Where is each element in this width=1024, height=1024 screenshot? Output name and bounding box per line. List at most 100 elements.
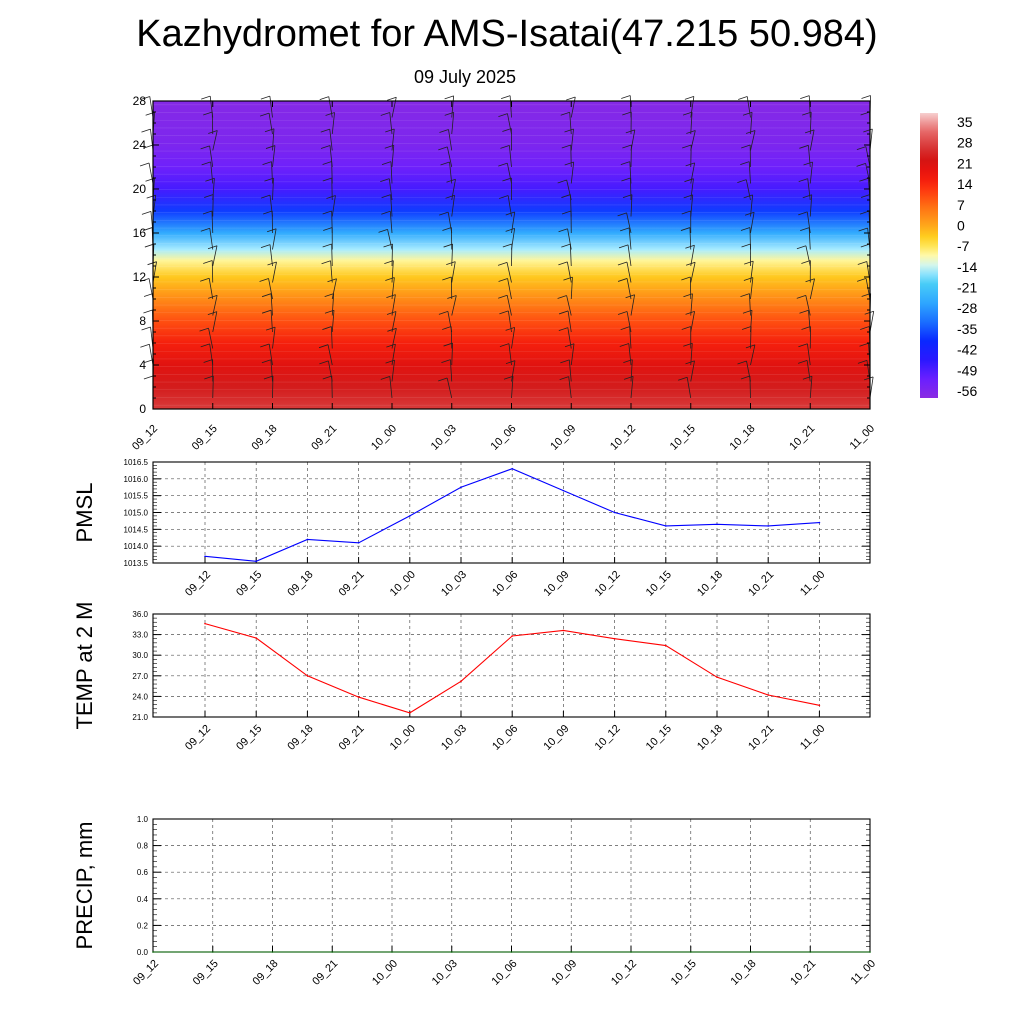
heatmap-panel: 0 4 8 12 16 20 24 28 09_12 09_15 09_18 09_21 10_00 10… (130, 94, 877, 453)
wind-barb-flag (318, 344, 329, 349)
data-point (204, 555, 206, 558)
wind-barb-flag (200, 145, 210, 150)
wind-barb-flag (561, 194, 571, 198)
x-tick-label: 10_18 (729, 958, 759, 988)
wind-barb (269, 195, 273, 217)
data-point (689, 951, 692, 953)
wind-barb-flag (321, 260, 331, 265)
wind-barb (391, 277, 395, 300)
wind-barb (629, 161, 632, 184)
x-tick-label: 10_03 (430, 958, 460, 988)
wind-barb-flag (856, 162, 866, 167)
wind-barb-flag (203, 359, 213, 363)
wind-barb (630, 129, 636, 151)
wind-barb-flag (438, 146, 448, 151)
wind-barb (690, 194, 694, 217)
wind-barb (451, 295, 457, 316)
wind-barb (749, 227, 751, 250)
wind-barb (448, 129, 453, 151)
wind-barb-flag (798, 343, 808, 348)
wind-barb (511, 211, 516, 234)
x-tick-label: 10_09 (548, 423, 578, 453)
x-tick-label: 10_12 (608, 423, 638, 453)
data-point (450, 951, 453, 953)
y-tick-label: 33.0 (132, 631, 148, 640)
wind-barb-flag (617, 212, 627, 217)
wind-barb (272, 128, 275, 151)
wind-barb-flag (262, 161, 272, 165)
wind-barb (690, 360, 695, 382)
wind-barb (690, 262, 696, 283)
panel-frame (152, 613, 871, 718)
wind-barb (809, 278, 815, 300)
wind-barb-flag (500, 145, 510, 149)
wind-barb-flag (801, 326, 811, 330)
x-tick-label: 09_12 (131, 958, 161, 988)
wind-barb (690, 130, 696, 151)
wind-barb-flag (200, 227, 210, 232)
wind-barb-flag (265, 326, 276, 331)
line-panel: 0.0 0.2 0.4 0.6 0.8 1.0 09_12 09_15 09_18 09_21 10… (72, 815, 878, 988)
wind-barb (508, 343, 512, 366)
wind-barb (750, 112, 753, 135)
wind-barb (211, 260, 214, 283)
x-tick-label: 10_15 (644, 723, 674, 753)
wind-barb (567, 228, 572, 250)
x-tick-label: 10_12 (593, 569, 623, 599)
wind-barb (865, 146, 871, 168)
wind-barb-flag (622, 111, 632, 116)
wind-barb-flag (265, 145, 276, 149)
wind-barb (391, 128, 395, 151)
wind-barb (391, 294, 396, 316)
wind-barb (272, 178, 274, 201)
data-point (211, 951, 214, 953)
wind-barb (270, 293, 273, 316)
y-tick-label: 21.0 (132, 713, 148, 722)
wind-barb-flag (259, 112, 270, 117)
wind-barb (748, 161, 751, 184)
wind-barb (389, 376, 393, 399)
wind-barb (450, 359, 453, 382)
wind-barb-flag (259, 278, 269, 282)
wind-barb (806, 211, 811, 234)
wind-barb-flag (558, 310, 569, 315)
data-point (409, 515, 411, 517)
x-tick-label: 10_00 (369, 423, 399, 453)
wind-barb-flag (798, 178, 808, 182)
wind-barb-flag (560, 359, 570, 364)
wind-barb (808, 227, 811, 250)
wind-barb (212, 376, 214, 399)
wind-barb (272, 145, 276, 168)
wind-barb-flag (143, 375, 154, 380)
y-tick-label: 8 (139, 314, 146, 328)
y-tick-label: 0.8 (137, 842, 149, 851)
data-point (665, 644, 667, 647)
wind-barb-flag (386, 311, 397, 315)
colorbar-label: 7 (957, 197, 965, 213)
colorbar-label: 35 (957, 114, 973, 130)
wind-barb (629, 326, 632, 349)
wind-barb (148, 162, 154, 184)
wind-barb (630, 376, 634, 399)
colorbar-label: -28 (957, 300, 977, 316)
wind-barb (148, 344, 154, 366)
wind-barb (805, 295, 811, 316)
data-point (869, 951, 871, 953)
wind-barb (446, 146, 453, 168)
data-point (511, 467, 513, 470)
wind-barb (807, 145, 811, 168)
wind-barb (746, 360, 751, 382)
wind-barb (570, 343, 575, 366)
wind-barb-flag (440, 161, 450, 166)
wind-barb (209, 228, 214, 250)
wind-barb (626, 212, 632, 234)
data-point (331, 951, 334, 953)
wind-barb (391, 260, 394, 283)
x-tick-label: 10_03 (429, 423, 459, 453)
y-tick-label: 12 (133, 270, 147, 284)
wind-barb-flag (563, 276, 573, 281)
wind-barb-flag (804, 129, 815, 134)
wind-barb-flag (203, 260, 213, 264)
wind-barb-flag (564, 128, 574, 133)
wind-barb-flag (141, 128, 151, 133)
